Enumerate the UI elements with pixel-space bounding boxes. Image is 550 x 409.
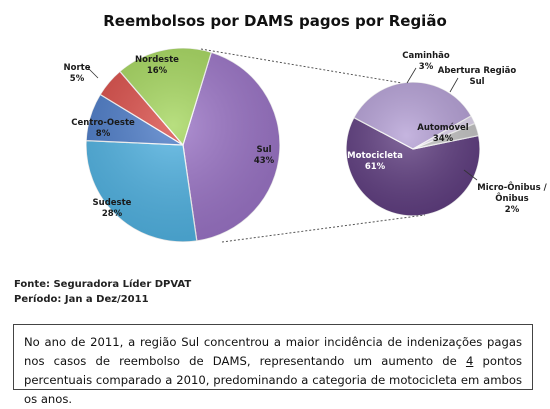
label-micro-onibus-onibus: Micro-Ônibus / Ônibus 2% xyxy=(477,181,547,215)
label-sul: Sul 43% xyxy=(254,145,275,166)
micro-onibus-leader-line xyxy=(463,169,478,181)
period-line: Período: Jan a Dez/2011 xyxy=(14,294,149,305)
label-motocicleta: Motocicleta 61% xyxy=(347,151,403,172)
note-highlight: 4 xyxy=(465,354,474,368)
label-automovel: Automóvel 34% xyxy=(417,122,469,144)
pie-charts-svg: Sul 43% Sudeste 28% Centro-Oeste 8% Norte 5% Nor… xyxy=(64,47,548,243)
label-sudeste: Sudeste 28% xyxy=(93,198,132,219)
norte-leader-line xyxy=(87,67,99,79)
connector-line-bottom xyxy=(221,214,426,243)
label-norte: Norte 5% xyxy=(64,63,91,84)
detail-pie xyxy=(345,81,481,217)
label-centro-oeste: Centro-Oeste 8% xyxy=(71,118,135,139)
summary-note: No ano de 2011, a região Sul concentrou … xyxy=(13,324,533,406)
pie-shading xyxy=(346,82,480,216)
caminhao-leader-line xyxy=(406,67,417,84)
main-pie xyxy=(85,47,281,243)
source-line: Fonte: Seguradora Líder DPVAT xyxy=(14,279,192,290)
label-nordeste: Nordeste 16% xyxy=(135,55,179,76)
connector-line-top xyxy=(200,48,403,84)
detail-title: Abertura Região Sul xyxy=(438,66,517,87)
pie-shading xyxy=(86,48,280,242)
note-text-after: pontos percentuais comparado a 2010, pre… xyxy=(24,354,522,406)
label-caminhao: Caminhão 3% xyxy=(402,51,450,72)
abertura-leader-line xyxy=(449,77,459,93)
note-text-before: No ano de 2011, a região Sul concentrou … xyxy=(24,335,522,368)
chart-title: Reembolsos por DAMS pagos por Região xyxy=(103,12,447,30)
